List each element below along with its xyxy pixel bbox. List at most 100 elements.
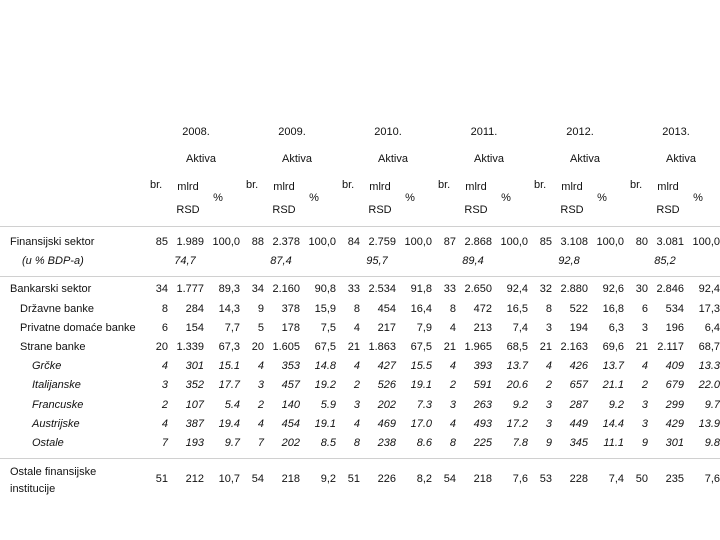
cell-share: 15,9 bbox=[314, 303, 336, 315]
cell-count: 3 bbox=[545, 418, 552, 430]
cell-count: 4 bbox=[353, 418, 360, 430]
cell-amount: 218 bbox=[281, 473, 300, 485]
column-mlrd: mlrd bbox=[465, 181, 487, 193]
cell-share: 100,0 bbox=[308, 236, 336, 248]
cell-count: 7 bbox=[161, 437, 168, 449]
cell-share: 16,8 bbox=[602, 303, 624, 315]
column-br: br. bbox=[246, 179, 259, 191]
cell-count: 8 bbox=[353, 437, 360, 449]
cell-count: 2 bbox=[353, 379, 360, 391]
cell-count: 8 bbox=[449, 437, 456, 449]
cell-share: 100,0 bbox=[500, 236, 528, 248]
cell-share: 16,4 bbox=[410, 303, 432, 315]
column-mlrd: mlrd bbox=[177, 181, 199, 193]
cell-gdp-share: 95,7 bbox=[366, 255, 388, 267]
cell-share: 9.2 bbox=[512, 399, 528, 411]
row-rule bbox=[0, 226, 720, 227]
cell-share: 21.1 bbox=[602, 379, 624, 391]
cell-share: 90,8 bbox=[314, 283, 336, 295]
column-pct: % bbox=[693, 192, 703, 204]
cell-share: 10,7 bbox=[218, 473, 240, 485]
cell-share: 17,3 bbox=[698, 303, 720, 315]
cell-count: 32 bbox=[539, 283, 552, 295]
cell-share: 9.8 bbox=[704, 437, 720, 449]
cell-share: 6,3 bbox=[608, 322, 624, 334]
cell-amount: 387 bbox=[185, 418, 204, 430]
cell-amount: 2.378 bbox=[272, 236, 300, 248]
cell-amount: 213 bbox=[473, 322, 492, 334]
cell-amount: 353 bbox=[281, 360, 300, 372]
cell-count: 3 bbox=[449, 399, 456, 411]
cell-count: 3 bbox=[641, 399, 648, 411]
cell-share: 92,4 bbox=[698, 283, 720, 295]
cell-count: 2 bbox=[641, 379, 648, 391]
aktiva-header: Aktiva bbox=[474, 153, 504, 165]
cell-count: 34 bbox=[251, 283, 264, 295]
aktiva-header: Aktiva bbox=[282, 153, 312, 165]
column-br: br. bbox=[438, 179, 451, 191]
cell-amount: 2.868 bbox=[464, 236, 492, 248]
cell-amount: 1.863 bbox=[368, 341, 396, 353]
column-rsd: RSD bbox=[272, 204, 296, 216]
cell-gdp-share: 92,8 bbox=[558, 255, 580, 267]
cell-share: 92,6 bbox=[602, 283, 624, 295]
cell-amount: 472 bbox=[473, 303, 492, 315]
cell-count: 34 bbox=[155, 283, 168, 295]
cell-count: 88 bbox=[251, 236, 264, 248]
cell-amount: 178 bbox=[281, 322, 300, 334]
cell-amount: 196 bbox=[665, 322, 684, 334]
cell-count: 3 bbox=[161, 379, 168, 391]
cell-gdp-share: 74,7 bbox=[174, 255, 196, 267]
cell-count: 3 bbox=[257, 379, 264, 391]
cell-count: 4 bbox=[161, 360, 168, 372]
cell-count: 4 bbox=[257, 360, 264, 372]
column-rsd: RSD bbox=[176, 204, 200, 216]
cell-share: 14.4 bbox=[602, 418, 624, 430]
cell-count: 8 bbox=[449, 303, 456, 315]
cell-share: 22.0 bbox=[698, 379, 720, 391]
aktiva-header: Aktiva bbox=[570, 153, 600, 165]
cell-amount: 2.759 bbox=[368, 236, 396, 248]
cell-share: 67,3 bbox=[218, 341, 240, 353]
column-rsd: RSD bbox=[560, 204, 584, 216]
cell-count: 84 bbox=[347, 236, 360, 248]
row-label: Državne banke bbox=[20, 303, 94, 315]
cell-share: 7,7 bbox=[224, 322, 240, 334]
cell-share: 100,0 bbox=[596, 236, 624, 248]
cell-amount: 457 bbox=[281, 379, 300, 391]
cell-amount: 352 bbox=[185, 379, 204, 391]
cell-share: 13.9 bbox=[698, 418, 720, 430]
cell-gdp-share: 85,2 bbox=[654, 255, 676, 267]
row-label: Strane banke bbox=[20, 341, 86, 353]
column-br: br. bbox=[534, 179, 547, 191]
cell-amount: 212 bbox=[185, 473, 204, 485]
cell-amount: 526 bbox=[377, 379, 396, 391]
column-pct: % bbox=[213, 192, 223, 204]
cell-count: 6 bbox=[161, 322, 168, 334]
cell-share: 9.7 bbox=[224, 437, 240, 449]
cell-amount: 429 bbox=[665, 418, 684, 430]
cell-count: 4 bbox=[353, 360, 360, 372]
cell-amount: 493 bbox=[473, 418, 492, 430]
cell-count: 4 bbox=[641, 360, 648, 372]
cell-count: 9 bbox=[641, 437, 648, 449]
cell-share: 7.3 bbox=[416, 399, 432, 411]
column-pct: % bbox=[405, 192, 415, 204]
cell-count: 5 bbox=[257, 322, 264, 334]
cell-share: 8.5 bbox=[320, 437, 336, 449]
row-label: Grčke bbox=[32, 360, 62, 372]
cell-amount: 534 bbox=[665, 303, 684, 315]
cell-share: 13.3 bbox=[698, 360, 720, 372]
column-rsd: RSD bbox=[368, 204, 392, 216]
cell-count: 8 bbox=[353, 303, 360, 315]
cell-count: 3 bbox=[353, 399, 360, 411]
cell-amount: 193 bbox=[185, 437, 204, 449]
row-label: Finansijski sektor bbox=[10, 236, 95, 248]
cell-share: 20.6 bbox=[506, 379, 528, 391]
year-header: 2008. bbox=[182, 126, 210, 138]
cell-amount: 409 bbox=[665, 360, 684, 372]
cell-count: 4 bbox=[545, 360, 552, 372]
cell-amount: 2.880 bbox=[560, 283, 588, 295]
cell-share: 7,4 bbox=[512, 322, 528, 334]
